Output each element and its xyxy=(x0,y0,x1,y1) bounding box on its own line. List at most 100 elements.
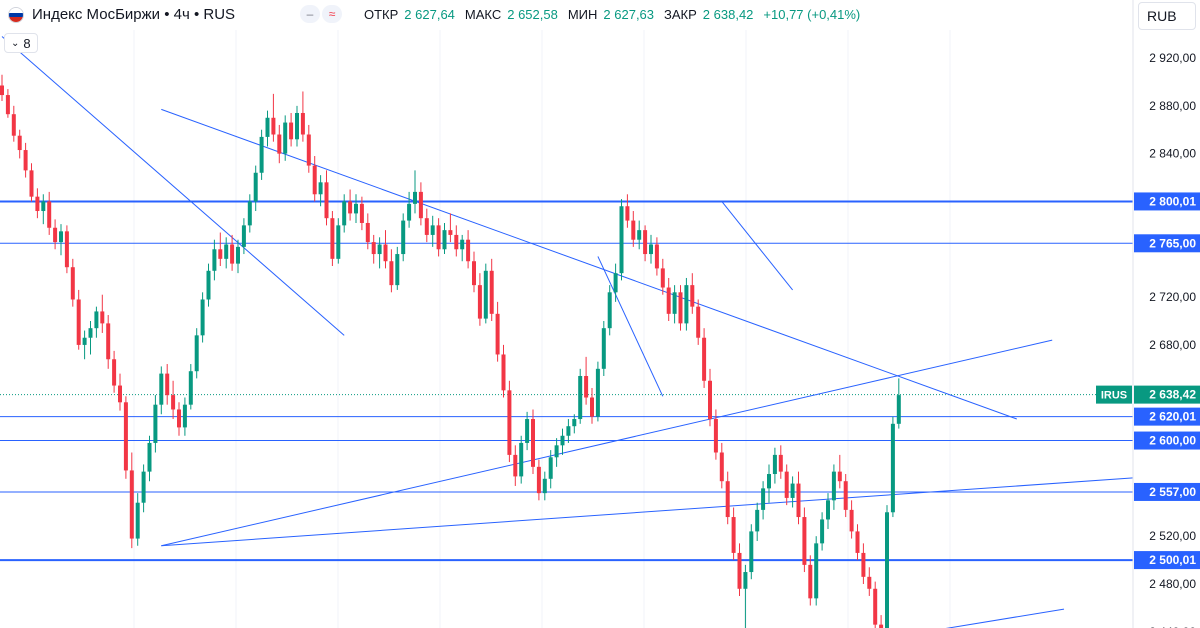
candle-body[interactable] xyxy=(820,519,825,544)
candle-body[interactable] xyxy=(123,402,128,471)
candle-body[interactable] xyxy=(643,230,648,255)
candle-body[interactable] xyxy=(725,481,730,518)
candle-body[interactable] xyxy=(607,292,612,329)
candle-body[interactable] xyxy=(383,244,388,262)
candle-body[interactable] xyxy=(784,471,789,498)
candle-body[interactable] xyxy=(23,150,28,171)
candle-body[interactable] xyxy=(495,313,500,355)
candle-body[interactable] xyxy=(460,239,465,250)
candle-body[interactable] xyxy=(448,230,453,235)
candle-body[interactable] xyxy=(348,201,353,214)
candle-body[interactable] xyxy=(755,509,760,532)
candle-body[interactable] xyxy=(418,191,423,219)
candle-body[interactable] xyxy=(584,375,589,398)
candle-body[interactable] xyxy=(666,287,671,314)
candle-body[interactable] xyxy=(82,337,87,345)
symbol-title[interactable]: Индекс МосБиржи • 4ч • RUS xyxy=(32,6,236,23)
candle-body[interactable] xyxy=(295,112,299,140)
candle-body[interactable] xyxy=(649,244,653,255)
candle-body[interactable] xyxy=(767,474,771,489)
trendline[interactable] xyxy=(161,108,1017,420)
candle-body[interactable] xyxy=(489,270,494,314)
trendline[interactable] xyxy=(161,472,1200,547)
candle-body[interactable] xyxy=(442,230,447,250)
candle-body[interactable] xyxy=(206,270,211,300)
candle-body[interactable] xyxy=(118,385,122,403)
candle-body[interactable] xyxy=(731,517,736,553)
candle-body[interactable] xyxy=(749,531,754,573)
trendline[interactable] xyxy=(597,256,664,397)
candle-body[interactable] xyxy=(318,182,323,195)
candle-body[interactable] xyxy=(94,311,99,329)
candle-body[interactable] xyxy=(808,564,813,599)
candle-body[interactable] xyxy=(595,368,600,417)
candle-body[interactable] xyxy=(867,576,872,589)
trendline[interactable] xyxy=(721,201,793,291)
candle-body[interactable] xyxy=(885,512,889,628)
candle-body[interactable] xyxy=(17,135,22,151)
candle-body[interactable] xyxy=(236,246,240,264)
candle-body[interactable] xyxy=(354,203,358,214)
candle-body[interactable] xyxy=(861,552,866,577)
candle-body[interactable] xyxy=(342,201,347,226)
indicators-toggle[interactable]: ⌄ 8 xyxy=(4,33,38,53)
candle-body[interactable] xyxy=(737,552,742,589)
candle-body[interactable] xyxy=(483,270,488,319)
candle-body[interactable] xyxy=(283,122,288,154)
candle-body[interactable] xyxy=(259,136,264,173)
candle-body[interactable] xyxy=(188,371,193,405)
candle-body[interactable] xyxy=(578,375,583,420)
compare-pill[interactable]: ≈ xyxy=(322,5,342,23)
candle-body[interactable] xyxy=(336,225,341,259)
trendline[interactable] xyxy=(940,608,1065,628)
candle-body[interactable] xyxy=(531,419,535,467)
candle-body[interactable] xyxy=(200,299,205,336)
candle-body[interactable] xyxy=(182,404,187,428)
candle-body[interactable] xyxy=(654,244,659,269)
candle-body[interactable] xyxy=(548,457,553,479)
candle-body[interactable] xyxy=(890,423,895,513)
candle-body[interactable] xyxy=(436,225,441,250)
candle-body[interactable] xyxy=(389,261,394,286)
candle-body[interactable] xyxy=(47,201,52,228)
price-axis[interactable] xyxy=(1133,0,1200,628)
candle-body[interactable] xyxy=(88,328,93,338)
candle-body[interactable] xyxy=(70,267,75,300)
candle-body[interactable] xyxy=(147,442,152,472)
candle-body[interactable] xyxy=(554,445,559,458)
candle-body[interactable] xyxy=(300,112,305,135)
candle-body[interactable] xyxy=(837,471,842,482)
candle-body[interactable] xyxy=(230,244,235,264)
candle-body[interactable] xyxy=(324,182,329,219)
candle-body[interactable] xyxy=(171,395,176,410)
candle-body[interactable] xyxy=(159,373,164,405)
candle-body[interactable] xyxy=(253,172,258,202)
candle-body[interactable] xyxy=(849,509,854,532)
candle-body[interactable] xyxy=(536,466,541,494)
candle-body[interactable] xyxy=(778,454,783,472)
candle-body[interactable] xyxy=(330,218,335,259)
candle-body[interactable] xyxy=(566,426,571,436)
candle-body[interactable] xyxy=(407,203,412,221)
candle-body[interactable] xyxy=(454,234,459,250)
candle-body[interactable] xyxy=(572,419,577,427)
candle-body[interactable] xyxy=(525,419,530,443)
candle-body[interactable] xyxy=(241,225,246,247)
candle-body[interactable] xyxy=(772,454,777,475)
candle-body[interactable] xyxy=(743,572,748,589)
candle-body[interactable] xyxy=(708,380,712,420)
candle-body[interactable] xyxy=(790,483,795,498)
candle-body[interactable] xyxy=(112,359,117,386)
candle-body[interactable] xyxy=(672,292,677,314)
candle-body[interactable] xyxy=(76,299,81,345)
candle-body[interactable] xyxy=(135,502,140,539)
candle-body[interactable] xyxy=(129,470,134,539)
candle-body[interactable] xyxy=(719,452,724,482)
candle-body[interactable] xyxy=(601,328,606,369)
candle-body[interactable] xyxy=(5,95,10,115)
candle-body[interactable] xyxy=(696,306,701,338)
candle-body[interactable] xyxy=(0,85,4,96)
candle-body[interactable] xyxy=(542,478,547,494)
candle-body[interactable] xyxy=(289,122,294,140)
